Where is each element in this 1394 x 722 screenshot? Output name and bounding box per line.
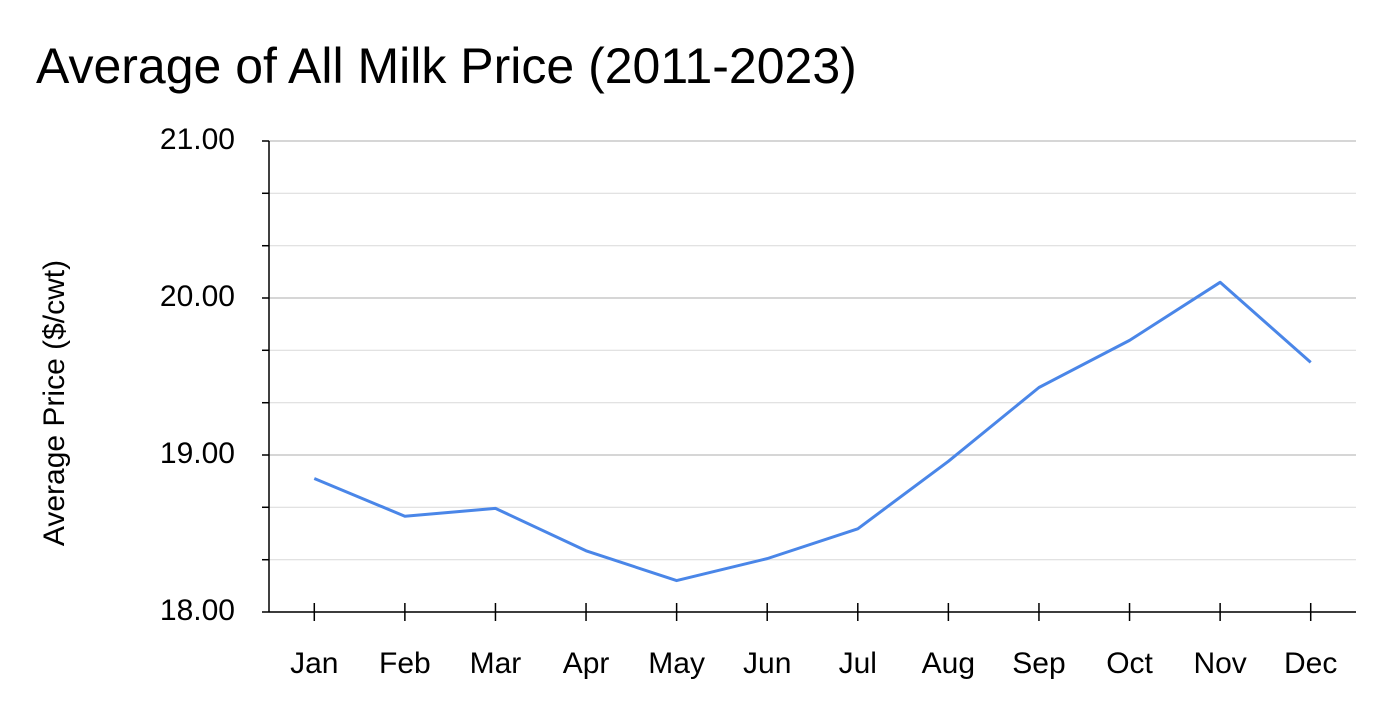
y-tick-label: 18.00 [160, 594, 235, 627]
x-tick-label: Feb [379, 647, 431, 680]
x-tick-label: Aug [922, 647, 975, 680]
x-tick-label: Nov [1193, 647, 1246, 680]
y-tick-label: 20.00 [160, 280, 235, 313]
x-tick-label: Sep [1012, 647, 1065, 680]
chart-title: Average of All Milk Price (2011-2023) [36, 38, 857, 94]
x-tick-label: May [648, 647, 705, 680]
x-tick-label: Oct [1106, 647, 1153, 680]
y-tick-label: 21.00 [160, 123, 235, 156]
x-tick-label: Jan [290, 647, 338, 680]
x-tick-label: Jun [743, 647, 791, 680]
x-tick-label: Mar [470, 647, 522, 680]
x-tick-label: Apr [563, 647, 610, 680]
y-axis-title: Average Price ($/cwt) [38, 260, 71, 546]
y-tick-label: 19.00 [160, 437, 235, 470]
line-series [313, 280, 1312, 583]
x-tick-label: Dec [1284, 647, 1337, 680]
x-tick-label: Jul [839, 647, 877, 680]
